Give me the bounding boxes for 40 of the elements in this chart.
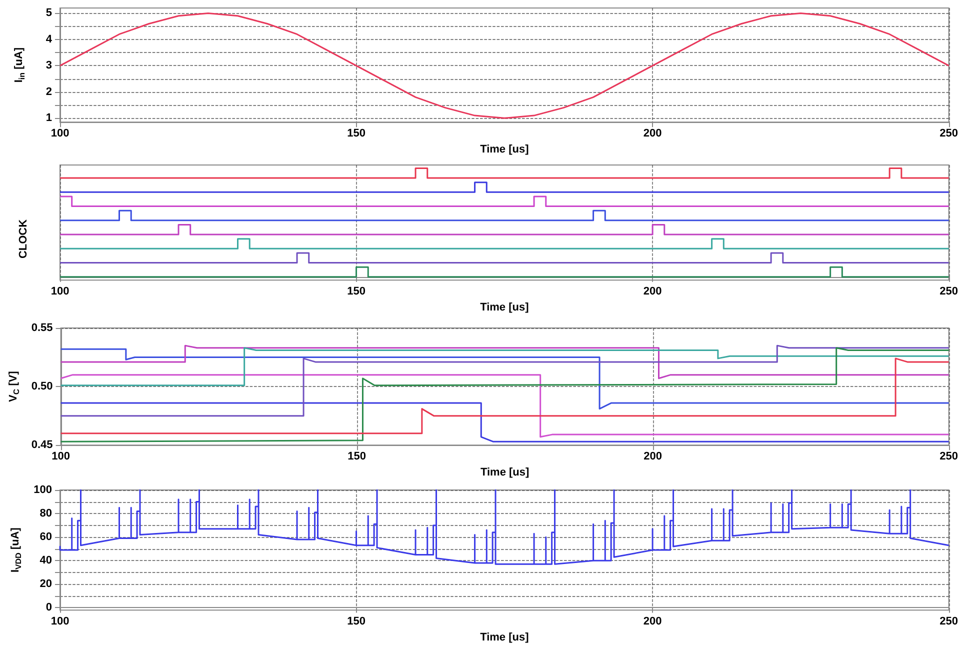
- x-tick-label: 200: [643, 128, 662, 140]
- line-series: [60, 344, 950, 380]
- x-tick-label: 250: [940, 128, 958, 140]
- x-tick-label: 150: [347, 128, 366, 140]
- x-tick-label: 200: [644, 450, 662, 463]
- x-axis-title: Time [us]: [480, 144, 530, 156]
- x-axis-title: Time [us]: [480, 632, 530, 644]
- x-tick-label: 150: [347, 286, 366, 298]
- y-tick-label: 3: [46, 60, 52, 72]
- y-axis-title: CLOCK: [18, 219, 30, 259]
- y-axis-title: IVDD [uA]: [10, 527, 24, 573]
- x-tick-label: 250: [940, 286, 958, 298]
- x-tick-label: 150: [347, 616, 366, 628]
- y-tick-label: 0.50: [31, 380, 53, 393]
- x-tick-label: 250: [940, 616, 958, 628]
- x-tick-label: 250: [940, 450, 958, 463]
- y-tick-label: 4: [46, 33, 53, 46]
- x-tick-label: 200: [643, 616, 662, 628]
- y-tick-label: 0.55: [31, 322, 53, 334]
- line-series: [60, 347, 950, 386]
- y-tick-label: 5: [46, 7, 52, 20]
- y-tick-label: 0.45: [31, 439, 53, 452]
- y-tick-label: 100: [34, 484, 52, 496]
- y-tick-label: 1: [46, 112, 52, 124]
- y-axis-title: Iin [uA]: [13, 47, 26, 83]
- x-axis-title: Time [us]: [480, 302, 530, 314]
- y-tick-label: 0: [46, 602, 52, 614]
- x-tick-label: 200: [643, 286, 662, 298]
- y-tick-label: 20: [40, 578, 52, 590]
- y-axis-title: VC [V]: [8, 370, 21, 402]
- y-tick-label: 60: [40, 531, 52, 544]
- x-tick-label: 150: [348, 450, 366, 463]
- y-tick-label: 40: [40, 554, 52, 567]
- line-series: [60, 347, 950, 442]
- y-tick-label: 80: [40, 508, 52, 520]
- x-axis-title: Time [us]: [480, 466, 530, 478]
- line-series: [60, 358, 950, 434]
- line-series: [60, 374, 950, 438]
- line-series: [59, 12, 950, 119]
- y-tick-label: 2: [46, 86, 52, 98]
